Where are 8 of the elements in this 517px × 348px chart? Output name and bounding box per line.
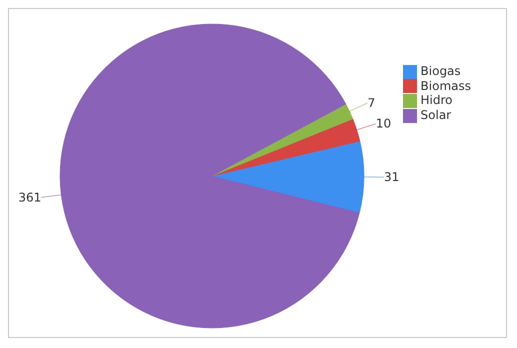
legend-label: Hidro (420, 93, 453, 108)
data-label: 10 (376, 116, 392, 131)
legend-label: Biogas (420, 64, 461, 78)
legend-label: Biomass (420, 78, 471, 93)
data-label: 7 (368, 96, 376, 110)
data-label: 361 (18, 190, 42, 204)
legend-label: Solar (420, 108, 452, 122)
data-label: 31 (384, 170, 400, 184)
